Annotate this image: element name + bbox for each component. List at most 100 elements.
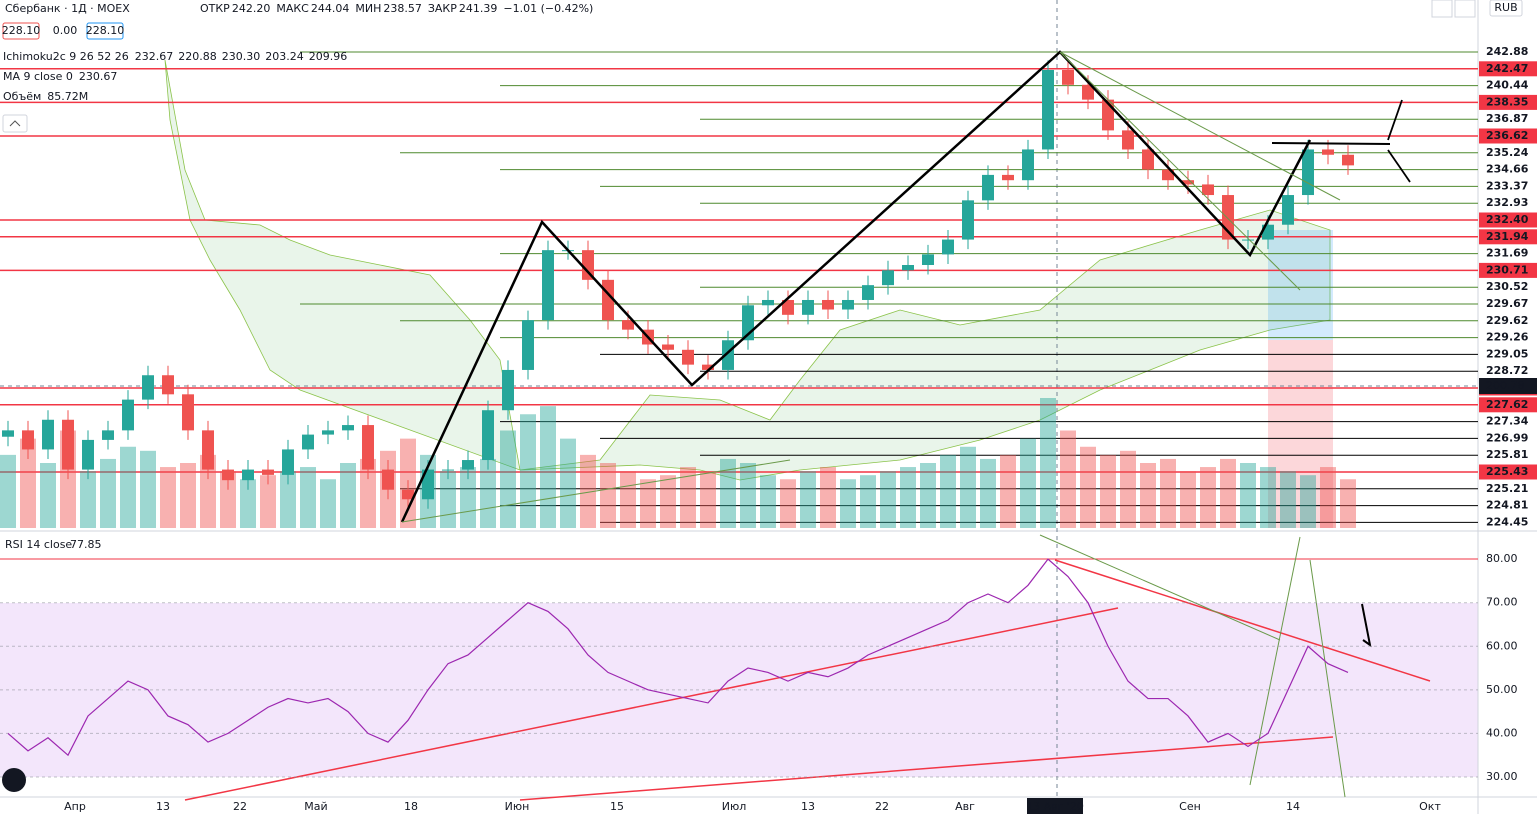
price-label-bg xyxy=(1479,447,1537,463)
price-label-bg xyxy=(1479,61,1537,77)
volume-bar xyxy=(1220,458,1236,528)
scroll-down-button[interactable] xyxy=(1431,0,1453,18)
time-label-bg xyxy=(1027,798,1083,814)
price-label: 227.62 xyxy=(1486,398,1528,411)
volume-bar xyxy=(620,471,636,528)
price-label: 235.24 xyxy=(1486,146,1529,159)
volume-bar xyxy=(1120,450,1136,528)
rsi-tick-label: 50.00 xyxy=(1486,683,1518,696)
currency-box[interactable] xyxy=(1489,0,1523,17)
volume-bar xyxy=(340,463,356,528)
candle-body xyxy=(222,469,234,481)
candle-body xyxy=(1002,174,1014,181)
ichimoku-cloud xyxy=(519,209,1331,481)
fan-line xyxy=(1059,51,1301,291)
price-label: 242.47 xyxy=(1486,62,1528,75)
volume-bar xyxy=(300,467,316,528)
candle-body xyxy=(682,349,694,365)
rsi-trend-line xyxy=(184,607,1119,801)
volume-bar xyxy=(1320,467,1336,528)
indicator-name: Объём xyxy=(3,90,41,103)
price-label-bg xyxy=(1479,145,1537,161)
volume-bar xyxy=(40,463,56,528)
candle-body xyxy=(1322,149,1334,155)
volume-bar xyxy=(480,458,496,528)
volume-bar xyxy=(800,471,816,528)
candle-body xyxy=(242,469,254,481)
candle-body xyxy=(722,340,734,370)
price-label: 236.87 xyxy=(1486,112,1528,125)
volume-bar xyxy=(0,454,16,528)
logo xyxy=(2,768,26,792)
x-tick-label: 13 xyxy=(801,800,815,813)
ohlc-value: 241.39 xyxy=(459,2,498,15)
scroll-end-button[interactable] xyxy=(1454,0,1476,18)
candle-body xyxy=(882,270,894,286)
rsi-trend-line xyxy=(519,736,1334,801)
candle-body xyxy=(1162,169,1174,181)
price-label: 227.34 xyxy=(1486,415,1529,428)
candle-body xyxy=(982,174,994,201)
x-tick-label: 13 xyxy=(156,800,170,813)
candle-body xyxy=(1082,84,1094,100)
candle-body xyxy=(1342,154,1354,166)
price-label-bg xyxy=(1479,498,1537,514)
volume-bar xyxy=(840,479,856,528)
volume-bar xyxy=(760,475,776,528)
price-label-bg xyxy=(1479,44,1537,60)
volume-bar xyxy=(160,467,176,528)
candle-body xyxy=(942,239,954,255)
candle-body xyxy=(962,200,974,240)
price-label-bg xyxy=(1479,296,1537,312)
price-label-bg xyxy=(1479,414,1537,430)
volume-bar xyxy=(900,467,916,528)
volume-bar xyxy=(920,463,936,528)
price-label: 231.94 xyxy=(1486,230,1529,243)
indicator-value: 220.88 xyxy=(178,50,217,63)
rsi-tick-label: 30.00 xyxy=(1486,770,1518,783)
volume-bar xyxy=(200,454,216,528)
volume-bar xyxy=(260,475,276,528)
fan-line xyxy=(1039,534,1281,641)
price-box-value: 228.10 xyxy=(86,24,125,37)
volume-bar xyxy=(820,467,836,528)
volume-bar xyxy=(1100,454,1116,528)
price-label-bg xyxy=(1479,178,1537,194)
x-tick-label: 18 xyxy=(404,800,418,813)
price-label: 224.81 xyxy=(1486,499,1528,512)
volume-bar xyxy=(940,454,956,528)
volume-bar xyxy=(1000,454,1016,528)
x-tick-label: 13 Авг '20 xyxy=(1026,800,1084,813)
candle-body xyxy=(702,364,714,370)
volume-bar xyxy=(540,406,556,528)
volume-bar xyxy=(220,471,236,528)
candle-body xyxy=(102,430,114,440)
candle-body xyxy=(1242,239,1254,241)
change: −1.01 (−0.42%) xyxy=(503,2,593,15)
volume-bar xyxy=(460,467,476,528)
volume-bar xyxy=(640,479,656,528)
ohlc-name: ЗАКР xyxy=(428,2,457,15)
volume-bar xyxy=(1140,463,1156,528)
volume-bar xyxy=(960,446,976,528)
volume-bar xyxy=(980,458,996,528)
candle-body xyxy=(462,460,474,470)
candle-body xyxy=(1142,149,1154,170)
price-label-bg xyxy=(1479,397,1537,413)
volume-bar xyxy=(780,479,796,528)
collapse-button[interactable] xyxy=(2,114,28,133)
price-label-bg xyxy=(1479,229,1537,245)
candle-body xyxy=(902,265,914,271)
main-pane xyxy=(0,0,1478,531)
candle-body xyxy=(822,299,834,310)
candle-body xyxy=(362,425,374,470)
price-label: 238.35 xyxy=(1486,95,1528,108)
candle-body xyxy=(622,320,634,330)
candle-body xyxy=(762,299,774,306)
price-label: 231.69 xyxy=(1486,247,1528,260)
rsi-tick-label: 70.00 xyxy=(1486,596,1518,609)
ohlc-name: МИН xyxy=(355,2,381,15)
price-label-bg xyxy=(1479,330,1537,346)
indicator-value: 230.67 xyxy=(79,70,118,83)
